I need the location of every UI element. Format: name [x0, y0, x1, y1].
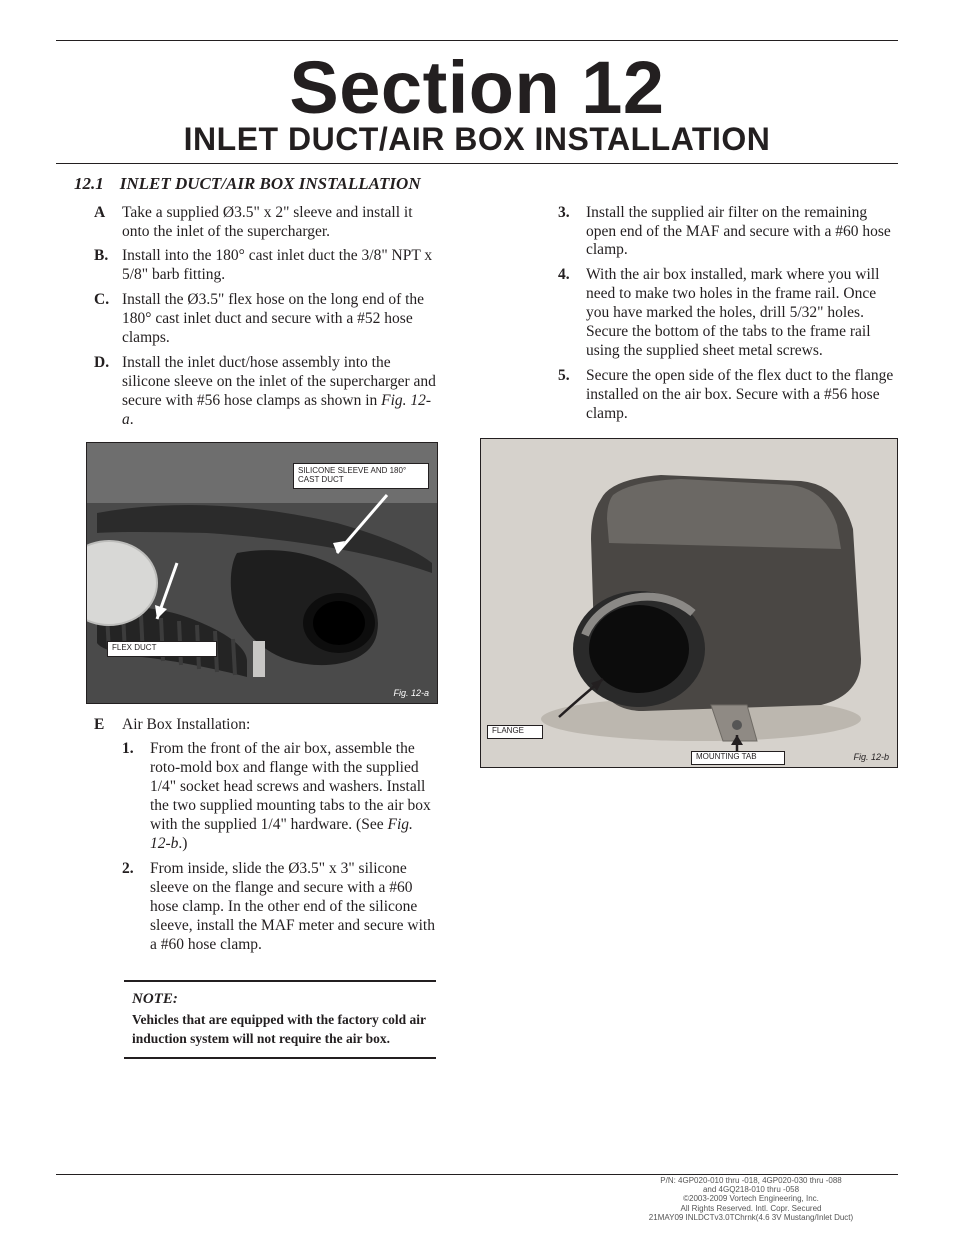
list-number: 5. — [558, 367, 586, 424]
list-item: E Air Box Installation: — [56, 716, 440, 735]
subsection-heading: 12.1 INLET DUCT/AIR BOX INSTALLATION — [74, 174, 898, 194]
figure-12a-callout-duct: SILICONE SLEEVE AND 180° CAST DUCT — [293, 463, 429, 489]
note-box: NOTE: Vehicles that are equipped with th… — [124, 980, 436, 1058]
figure-12a-callout-flex: FLEX DUCT — [107, 641, 217, 657]
right-column: 3.Install the supplied air filter on the… — [480, 204, 898, 1059]
note-body: Vehicles that are equipped with the fact… — [132, 1012, 426, 1046]
list-item: 5.Secure the open side of the flex duct … — [480, 367, 898, 424]
list-letter: A — [94, 204, 122, 242]
figure-12a-caption: Fig. 12-a — [393, 688, 429, 699]
two-column-body: ATake a supplied Ø3.5" x 2" sleeve and i… — [56, 204, 898, 1059]
callout-text: FLANGE — [492, 727, 538, 736]
sub-list-item: 2.From inside, slide the Ø3.5" x 3" sili… — [56, 860, 440, 955]
list-letter: B. — [94, 247, 122, 285]
figure-12b-caption: Fig. 12-b — [853, 752, 889, 763]
footer-line: 21MAY09 INLDCTv3.0TChrnk(4.6 3V Mustang/… — [649, 1213, 853, 1222]
sub-list-number: 2. — [122, 860, 150, 955]
section-heading: Section 12 INLET DUCT/AIR BOX INSTALLATI… — [56, 51, 898, 157]
list-body: Take a supplied Ø3.5" x 2" sleeve and in… — [122, 204, 440, 242]
list-letter: D. — [94, 354, 122, 430]
list-letter: C. — [94, 291, 122, 348]
list-item: ATake a supplied Ø3.5" x 2" sleeve and i… — [56, 204, 440, 242]
list-body: Install the inlet duct/hose assembly int… — [122, 354, 440, 430]
section-title: INLET DUCT/AIR BOX INSTALLATION — [56, 123, 898, 157]
list-item: C.Install the Ø3.5" flex hose on the lon… — [56, 291, 440, 348]
left-column: ATake a supplied Ø3.5" x 2" sleeve and i… — [56, 204, 440, 1059]
list-body: Install the supplied air filter on the r… — [586, 204, 898, 261]
sub-list-item: 1.From the front of the air box, assembl… — [56, 740, 440, 853]
callout-text: SILICONE SLEEVE AND 180° CAST DUCT — [298, 467, 424, 485]
list-body: Secure the open side of the flex duct to… — [586, 367, 898, 424]
list-item: 3.Install the supplied air filter on the… — [480, 204, 898, 261]
list-body: Install the Ø3.5" flex hose on the long … — [122, 291, 440, 348]
list-item: B.Install into the 180° cast inlet duct … — [56, 247, 440, 285]
sub-list-body: From the front of the air box, assemble … — [150, 740, 440, 853]
footer-line: ©2003-2009 Vortech Engineering, Inc. — [683, 1194, 819, 1203]
sub-list-number: 1. — [122, 740, 150, 853]
list-item: 4.With the air box installed, mark where… — [480, 266, 898, 361]
section-number: Section 12 — [56, 51, 898, 125]
figure-12b-callout-tab: MOUNTING TAB — [691, 751, 785, 765]
footer-line: P/N: 4GP020-010 thru -018, 4GP020-030 th… — [660, 1176, 841, 1185]
list-number: 3. — [558, 204, 586, 261]
figure-12b-svg — [481, 439, 897, 767]
footer-line: All Rights Reserved. Intl. Copr. Secured — [681, 1204, 822, 1213]
top-rule — [56, 40, 898, 41]
list-letter: E — [94, 716, 122, 735]
page-footer: P/N: 4GP020-010 thru -018, 4GP020-030 th… — [604, 1181, 898, 1217]
list-body: Air Box Installation: — [122, 716, 440, 735]
subsection-title: INLET DUCT/AIR BOX INSTALLATION — [120, 174, 421, 194]
list-body: Install into the 180° cast inlet duct th… — [122, 247, 440, 285]
footer-line: and 4GQ218-010 thru -058 — [703, 1185, 799, 1194]
sub-list-body: From inside, slide the Ø3.5" x 3" sili­c… — [150, 860, 440, 955]
list-body: With the air box installed, mark where y… — [586, 266, 898, 361]
subsection-number: 12.1 — [74, 174, 104, 194]
callout-text: FLEX DUCT — [112, 644, 212, 653]
figure-12b-callout-flange: FLANGE — [487, 725, 543, 739]
mid-rule — [56, 163, 898, 164]
figure-12a: SILICONE SLEEVE AND 180° CAST DUCT FLEX … — [86, 442, 438, 704]
list-item: D.Install the inlet duct/hose assembly i… — [56, 354, 440, 430]
list-number: 4. — [558, 266, 586, 361]
note-label: NOTE: — [132, 990, 428, 1008]
callout-text: MOUNTING TAB — [696, 753, 780, 762]
figure-12b: FLANGE MOUNTING TAB Fig. 12-b — [480, 438, 898, 768]
bottom-rule — [56, 1174, 898, 1175]
